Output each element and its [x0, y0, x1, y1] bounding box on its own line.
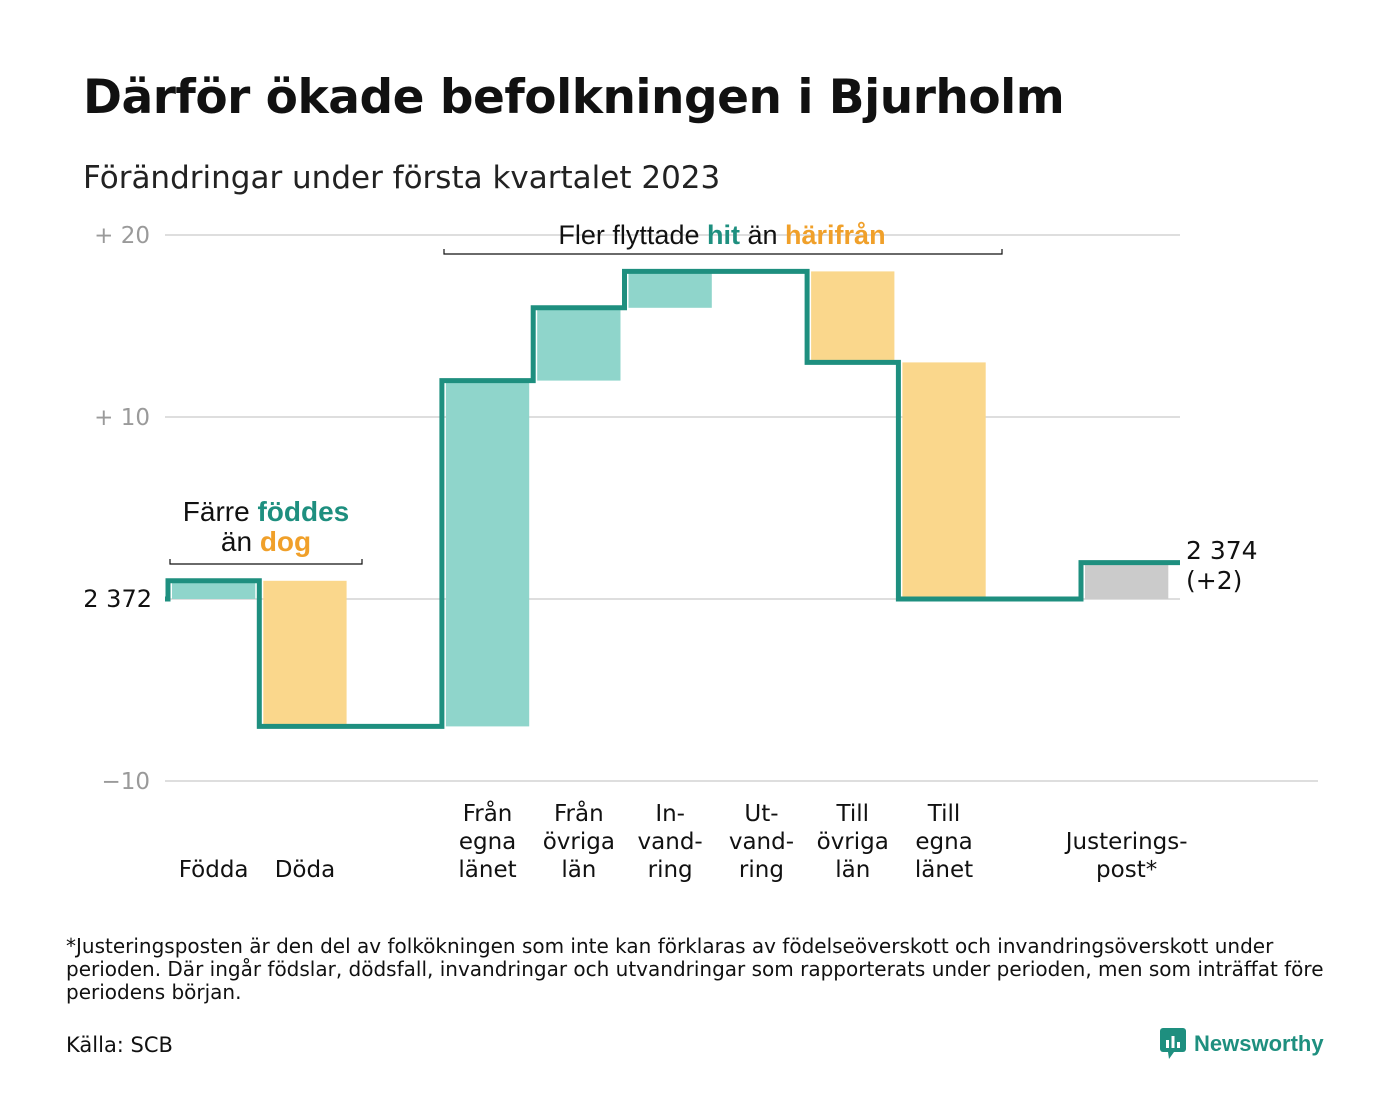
migration-annotation: Fler flyttade hit än härifrån [558, 220, 885, 250]
y-tick-label-3: −10 [101, 769, 150, 795]
category-label-3-line-2: län [561, 857, 596, 883]
category-label-7-line-2: länet [915, 857, 973, 883]
bar-0 [172, 580, 256, 599]
bar-4 [537, 307, 621, 381]
end-change-label: (+2) [1186, 566, 1242, 595]
births-annotation-line2-part-1: dog [260, 526, 311, 557]
migration-annotation-part-2: än [740, 220, 785, 250]
category-label-5-line-0: Ut- [744, 801, 778, 827]
migration-annotation-part-3: härifrån [785, 220, 886, 250]
y-tick-label-1: + 10 [94, 405, 150, 431]
newsworthy-logo-icon [1160, 1028, 1186, 1059]
births-annotation-line1-part-1: föddes [257, 496, 349, 527]
cumulative-step-line [165, 268, 1180, 729]
category-label-1-line-0: Döda [275, 857, 335, 883]
category-label-5-line-2: ring [739, 857, 784, 883]
category-label-3-line-1: övriga [543, 829, 615, 855]
category-label-4-line-0: In- [655, 801, 685, 827]
category-label-2-line-2: länet [458, 857, 516, 883]
category-label-4-line-1: vand- [638, 829, 703, 855]
category-label-0-line-0: Födda [179, 857, 249, 883]
bar-10 [1085, 562, 1169, 599]
category-label-4-line-2: ring [648, 857, 693, 883]
chart-title: Därför ökade befolkningen i Bjurholm [83, 70, 1065, 125]
y-tick-label-2: 2 372 [83, 585, 152, 613]
y-tick-label-0: + 20 [94, 223, 150, 249]
brand-name: Newsworthy [1194, 1031, 1324, 1056]
births-annotation-bracket [169, 559, 363, 565]
newsworthy-brand: Newsworthy [1160, 1028, 1324, 1060]
category-label-3-line-0: Från [554, 799, 604, 827]
category-label-8-line-0: Justerings- [1064, 829, 1188, 855]
end-value-label: 2 374 [1186, 536, 1258, 565]
bar-3 [445, 380, 530, 727]
category-label-2-line-0: Från [463, 799, 513, 827]
bar-8 [902, 362, 986, 599]
migration-annotation-part-1: hit [707, 220, 740, 250]
births-annotation-line1: Färre föddes [183, 496, 349, 527]
bar-7 [811, 271, 895, 363]
source-label: Källa: SCB [66, 1033, 173, 1057]
category-label-6-line-0: Till [835, 801, 869, 827]
bar-1 [263, 580, 347, 727]
migration-annotation-bracket [443, 249, 1003, 255]
bar-5 [628, 271, 712, 308]
category-label-5-line-1: vand- [729, 829, 794, 855]
migration-annotation-part-0: Fler flyttade [558, 220, 707, 250]
births-annotation-line1-part-0: Färre [183, 496, 258, 527]
births-annotation-line2: än dog [221, 526, 311, 557]
category-label-7-line-1: egna [915, 829, 972, 855]
category-label-8-line-1: post* [1096, 857, 1157, 883]
births-annotation-line2-part-0: än [221, 526, 260, 557]
category-label-2-line-1: egna [459, 829, 516, 855]
category-label-6-line-2: län [835, 857, 870, 883]
footnote: *Justeringsposten är den del av folkökni… [66, 934, 1324, 1004]
chart-subtitle: Förändringar under första kvartalet 2023 [83, 160, 721, 196]
category-label-7-line-0: Till [927, 801, 961, 827]
category-label-6-line-1: övriga [817, 829, 889, 855]
